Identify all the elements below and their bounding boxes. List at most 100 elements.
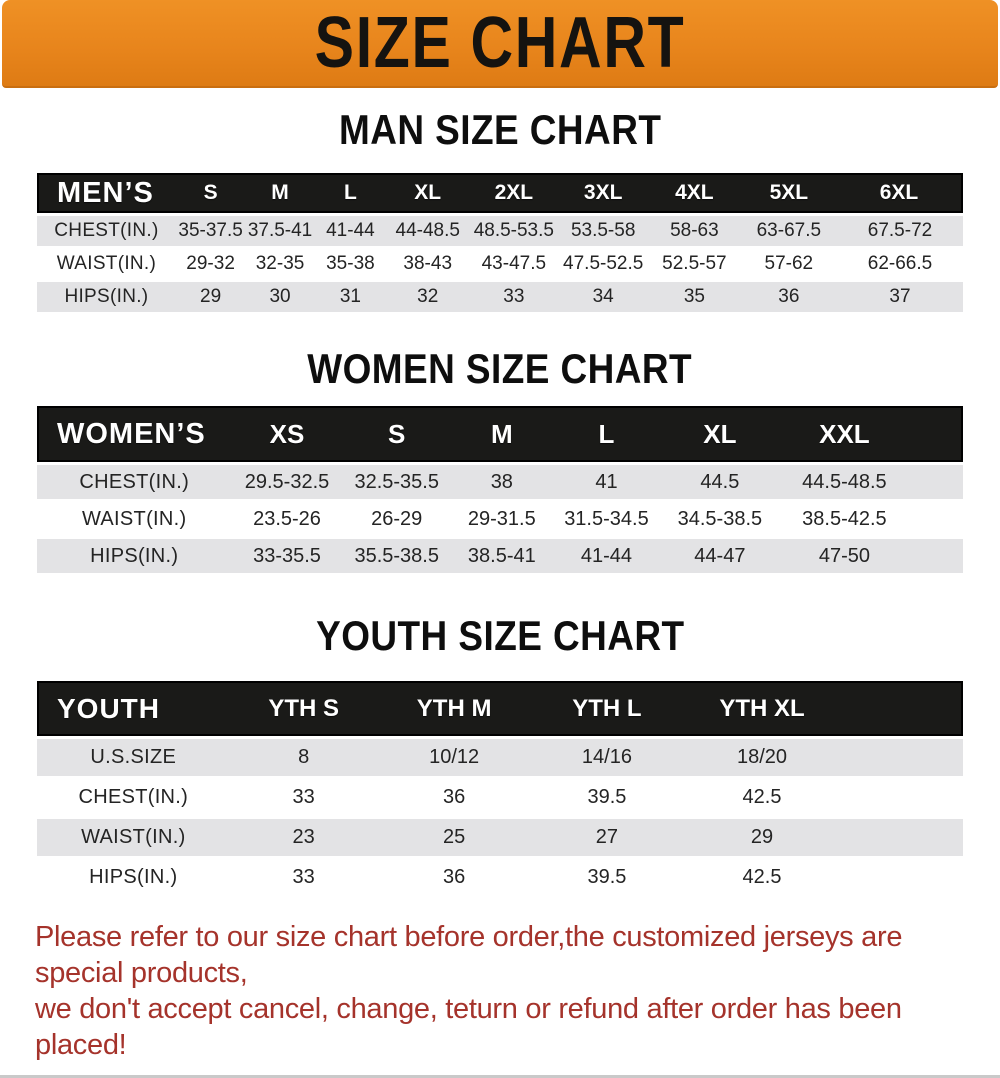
measurement-row: CHEST(IN.) 29.5-32.5 32.5-35.5 38 41 44.5 44.5…	[37, 465, 963, 499]
row-label: HIPS(IN.)	[37, 539, 232, 573]
men-size-chart-section: MAN SIZE CHART MEN’S S M L XL 2XL 3XL 4XL 5XL 6XL…	[0, 108, 1000, 315]
value-cell: 38-43	[386, 249, 470, 279]
size-column-header: XS	[231, 406, 343, 462]
value-cell: 52.5-57	[648, 249, 741, 279]
value-cell: 36	[377, 779, 531, 816]
value-cell: 44.5	[660, 465, 780, 499]
value-cell: 38	[450, 465, 553, 499]
value-cell: 33	[229, 859, 378, 896]
size-column-header: YTH S	[229, 681, 378, 736]
value-cell: 48.5-53.5	[469, 216, 559, 246]
value-cell: 35	[648, 282, 741, 312]
row-label: HIPS(IN.)	[37, 282, 176, 312]
value-cell: 29-32	[175, 249, 246, 279]
men-section-title: MAN SIZE CHART	[0, 108, 1000, 152]
size-column-header: M	[450, 406, 553, 462]
table-header-row: MEN’S S M L XL 2XL 3XL 4XL 5XL 6XL	[37, 173, 963, 213]
footer-note: Please refer to our size chart before or…	[35, 919, 970, 1063]
size-column-header: YTH L	[530, 681, 684, 736]
size-column-header: YTH XL	[683, 681, 841, 736]
value-cell: 23.5-26	[231, 502, 343, 536]
footer-note-line1: Please refer to our size chart before or…	[35, 921, 903, 989]
table-corner-label: YOUTH	[37, 681, 230, 736]
size-column-header: 4XL	[648, 173, 741, 213]
value-cell: 44-48.5	[386, 216, 470, 246]
footer-note-line2: we don't accept cancel, change, teturn o…	[35, 993, 902, 1061]
filler-cell	[840, 859, 963, 896]
women-size-chart-section: WOMEN SIZE CHART WOMEN’S XS S M L XL XXL CHEST(…	[0, 347, 1000, 576]
size-column-header: S	[342, 406, 451, 462]
measurement-row: CHEST(IN.) 35-37.5 37.5-41 41-44 44-48.5 48.5…	[37, 216, 963, 246]
women-size-table: WOMEN’S XS S M L XL XXL CHEST(IN.) 29.5-32.5 32.5…	[37, 403, 963, 576]
table-corner-label: MEN’S	[37, 173, 176, 213]
value-cell: 42.5	[683, 779, 841, 816]
value-cell: 29.5-32.5	[231, 465, 343, 499]
value-cell: 57-62	[740, 249, 837, 279]
size-column-header: L	[552, 406, 661, 462]
value-cell: 14/16	[530, 739, 684, 776]
value-cell: 29-31.5	[450, 502, 553, 536]
men-size-table: MEN’S S M L XL 2XL 3XL 4XL 5XL 6XL CHEST(IN.) 35-37…	[37, 170, 963, 315]
row-label: U.S.SIZE	[37, 739, 230, 776]
value-cell: 36	[740, 282, 837, 312]
value-cell: 39.5	[530, 859, 684, 896]
women-section-title-text: WOMEN SIZE CHART	[307, 345, 693, 392]
filler-cell	[909, 502, 963, 536]
women-section-title: WOMEN SIZE CHART	[0, 347, 1000, 391]
value-cell: 27	[530, 819, 684, 856]
page-title: SIZE CHART	[314, 3, 686, 83]
size-column-header: 2XL	[469, 173, 559, 213]
measurement-row: WAIST(IN.) 23.5-26 26-29 29-31.5 31.5-34.5 34…	[37, 502, 963, 536]
filler-cell	[909, 465, 963, 499]
filler-cell	[840, 681, 963, 736]
value-cell: 35-37.5	[175, 216, 246, 246]
filler-cell	[909, 539, 963, 573]
value-cell: 8	[229, 739, 378, 776]
value-cell: 42.5	[683, 859, 841, 896]
banner: SIZE CHART	[2, 0, 998, 88]
value-cell: 34.5-38.5	[660, 502, 780, 536]
value-cell: 38.5-41	[450, 539, 553, 573]
value-cell: 41	[552, 465, 661, 499]
size-column-header: S	[175, 173, 246, 213]
measurement-row: HIPS(IN.) 29 30 31 32 33 34 35 36 37	[37, 282, 963, 312]
value-cell: 63-67.5	[740, 216, 837, 246]
value-cell: 25	[377, 819, 531, 856]
size-column-header: 5XL	[740, 173, 837, 213]
measurement-row: WAIST(IN.) 29-32 32-35 35-38 38-43 43-47.5 47.…	[37, 249, 963, 279]
row-label: WAIST(IN.)	[37, 819, 230, 856]
filler-cell	[840, 739, 963, 776]
value-cell: 41-44	[314, 216, 387, 246]
value-cell: 31.5-34.5	[552, 502, 661, 536]
measurement-row: HIPS(IN.) 33-35.5 35.5-38.5 38.5-41 41-44 44-…	[37, 539, 963, 573]
value-cell: 37.5-41	[245, 216, 315, 246]
value-cell: 62-66.5	[836, 249, 963, 279]
youth-section-title-text: YOUTH SIZE CHART	[315, 612, 685, 659]
size-column-header: XXL	[779, 406, 910, 462]
youth-size-chart-section: YOUTH SIZE CHART YOUTH YTH S YTH M YTH L YTH…	[0, 614, 1000, 899]
size-column-header: YTH M	[377, 681, 531, 736]
measurement-row: CHEST(IN.) 33 36 39.5 42.5	[37, 779, 963, 816]
filler-cell	[909, 406, 963, 462]
value-cell: 44-47	[660, 539, 780, 573]
size-column-header: 6XL	[836, 173, 963, 213]
size-column-header: XL	[660, 406, 780, 462]
value-cell: 38.5-42.5	[779, 502, 910, 536]
table-header-row: YOUTH YTH S YTH M YTH L YTH XL	[37, 681, 963, 736]
youth-section-title: YOUTH SIZE CHART	[0, 614, 1000, 658]
value-cell: 29	[175, 282, 246, 312]
row-label: HIPS(IN.)	[37, 859, 230, 896]
row-label: WAIST(IN.)	[37, 502, 232, 536]
value-cell: 35.5-38.5	[342, 539, 451, 573]
value-cell: 41-44	[552, 539, 661, 573]
row-label: WAIST(IN.)	[37, 249, 176, 279]
filler-cell	[840, 819, 963, 856]
value-cell: 47.5-52.5	[558, 249, 649, 279]
value-cell: 10/12	[377, 739, 531, 776]
value-cell: 33	[469, 282, 559, 312]
value-cell: 32-35	[245, 249, 315, 279]
row-label: CHEST(IN.)	[37, 465, 232, 499]
men-section-title-text: MAN SIZE CHART	[338, 106, 662, 153]
table-header-row: WOMEN’S XS S M L XL XXL	[37, 406, 963, 462]
